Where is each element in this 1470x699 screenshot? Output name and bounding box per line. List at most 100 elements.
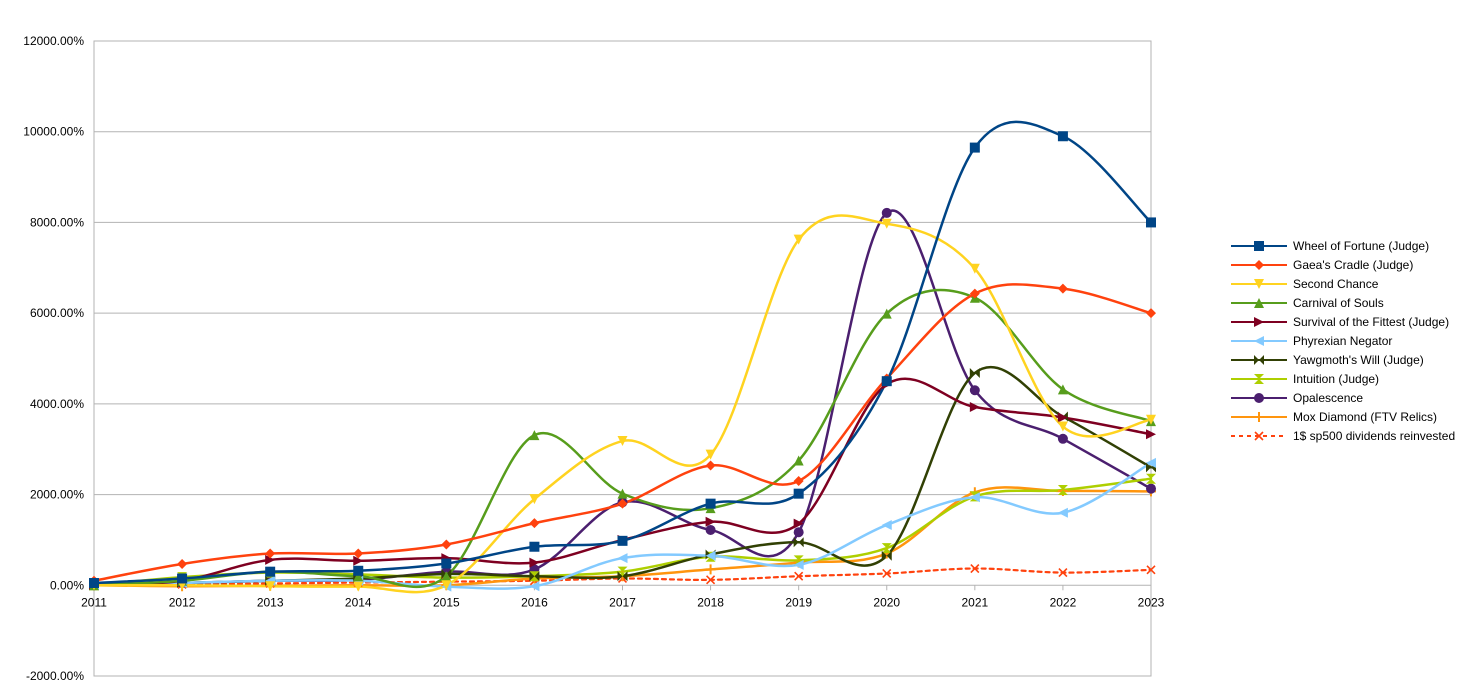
legend-marker bbox=[1254, 412, 1264, 422]
legend-label: Gaea's Cradle (Judge) bbox=[1293, 258, 1413, 272]
y-tick-label: -2000.00% bbox=[26, 669, 84, 683]
data-point bbox=[705, 550, 716, 561]
y-tick-label: 6000.00% bbox=[30, 306, 84, 320]
legend: Wheel of Fortune (Judge) Gaea's Cradle (J… bbox=[1231, 239, 1455, 443]
data-point bbox=[1057, 433, 1068, 444]
data-point bbox=[705, 516, 716, 527]
data-point bbox=[617, 553, 628, 564]
data-point bbox=[881, 543, 892, 554]
data-point bbox=[529, 430, 540, 441]
data-point bbox=[353, 571, 364, 582]
data-point bbox=[882, 568, 892, 579]
series-line bbox=[92, 120, 1153, 585]
y-tick-label: 4000.00% bbox=[30, 397, 84, 411]
data-point bbox=[1057, 412, 1068, 423]
legend-label: Mox Diamond (FTV Relics) bbox=[1293, 410, 1437, 424]
legend-label: Opalescence bbox=[1293, 391, 1363, 405]
data-point bbox=[353, 565, 364, 576]
legend-label: Phyrexian Negator bbox=[1293, 334, 1392, 348]
data-point bbox=[881, 308, 892, 319]
x-tick-label: 2013 bbox=[257, 595, 284, 609]
x-tick-label: 2020 bbox=[873, 595, 900, 609]
series-line bbox=[92, 214, 1153, 594]
data-point bbox=[529, 557, 540, 568]
data-point bbox=[177, 558, 188, 569]
data-point bbox=[617, 571, 628, 582]
data-point bbox=[265, 548, 276, 559]
data-point bbox=[793, 527, 804, 538]
legend-label: Carnival of Souls bbox=[1293, 296, 1384, 310]
x-tick-label: 2019 bbox=[785, 595, 812, 609]
legend-marker bbox=[1254, 298, 1264, 308]
data-point bbox=[1058, 568, 1068, 578]
data-point bbox=[794, 571, 804, 581]
legend-marker bbox=[1254, 431, 1264, 441]
legend-label: Second Chance bbox=[1293, 277, 1379, 291]
data-point bbox=[881, 218, 892, 229]
data-point bbox=[881, 207, 892, 218]
data-point bbox=[1057, 485, 1068, 496]
data-point bbox=[1146, 457, 1156, 468]
y-tick-label: 12000.00% bbox=[23, 34, 84, 48]
y-tick-label: 2000.00% bbox=[30, 488, 84, 502]
data-point bbox=[265, 554, 276, 565]
legend-label: Yawgmoth's Will (Judge) bbox=[1293, 353, 1424, 367]
data-point bbox=[441, 571, 452, 582]
legend-marker bbox=[1254, 374, 1264, 384]
y-tick-label: 10000.00% bbox=[23, 125, 84, 139]
series-line bbox=[92, 209, 1153, 587]
legend-marker bbox=[1254, 260, 1264, 270]
series-line bbox=[92, 365, 1153, 587]
legend-label: Intuition (Judge) bbox=[1293, 372, 1379, 386]
data-point bbox=[529, 581, 540, 592]
data-point bbox=[529, 541, 540, 552]
data-point bbox=[177, 573, 188, 584]
x-tick-label: 2018 bbox=[697, 595, 724, 609]
x-tick-label: 2012 bbox=[169, 595, 196, 609]
x-tick-label: 2021 bbox=[961, 595, 988, 609]
legend-label: Wheel of Fortune (Judge) bbox=[1293, 239, 1429, 253]
data-point bbox=[793, 518, 804, 529]
data-point bbox=[441, 580, 452, 591]
data-point bbox=[881, 550, 892, 561]
data-point bbox=[793, 488, 804, 499]
x-tick-label: 2011 bbox=[81, 595, 107, 609]
x-tick-label: 2022 bbox=[1050, 595, 1077, 609]
data-point bbox=[529, 494, 540, 505]
data-point bbox=[1146, 414, 1156, 425]
legend-marker bbox=[1254, 393, 1264, 403]
data-point bbox=[793, 537, 804, 548]
data-point bbox=[793, 234, 804, 245]
y-tick-label: 8000.00% bbox=[30, 215, 84, 229]
x-tick-label: 2016 bbox=[521, 595, 548, 609]
data-point bbox=[705, 524, 716, 535]
data-point bbox=[1146, 483, 1156, 494]
data-point bbox=[529, 518, 540, 529]
data-point bbox=[617, 436, 628, 447]
data-point bbox=[617, 498, 628, 509]
x-tick-label: 2023 bbox=[1138, 595, 1165, 609]
data-point bbox=[705, 449, 716, 460]
data-point bbox=[969, 402, 980, 413]
data-point bbox=[1057, 421, 1068, 432]
data-point bbox=[705, 564, 716, 575]
legend-marker bbox=[1254, 241, 1264, 251]
data-point bbox=[793, 455, 804, 466]
data-point bbox=[617, 488, 628, 499]
data-point bbox=[1146, 473, 1156, 484]
data-point bbox=[265, 581, 276, 592]
plot-frame bbox=[93, 40, 1152, 677]
x-axis: 2011 2012 2013 2014 2015 2016 2017 2018 2019 2020… bbox=[81, 585, 1165, 609]
data-point bbox=[705, 460, 716, 471]
data-point bbox=[353, 555, 364, 566]
data-point bbox=[1057, 507, 1068, 518]
legend-marker bbox=[1254, 279, 1264, 289]
data-point bbox=[881, 519, 892, 530]
data-point bbox=[353, 581, 364, 592]
legend-label: 1$ sp500 dividends reinvested bbox=[1293, 429, 1455, 443]
data-point bbox=[970, 563, 980, 574]
data-point bbox=[1146, 217, 1156, 228]
data-point bbox=[1057, 131, 1068, 142]
data-point bbox=[617, 535, 628, 546]
series-markers bbox=[89, 131, 1156, 592]
